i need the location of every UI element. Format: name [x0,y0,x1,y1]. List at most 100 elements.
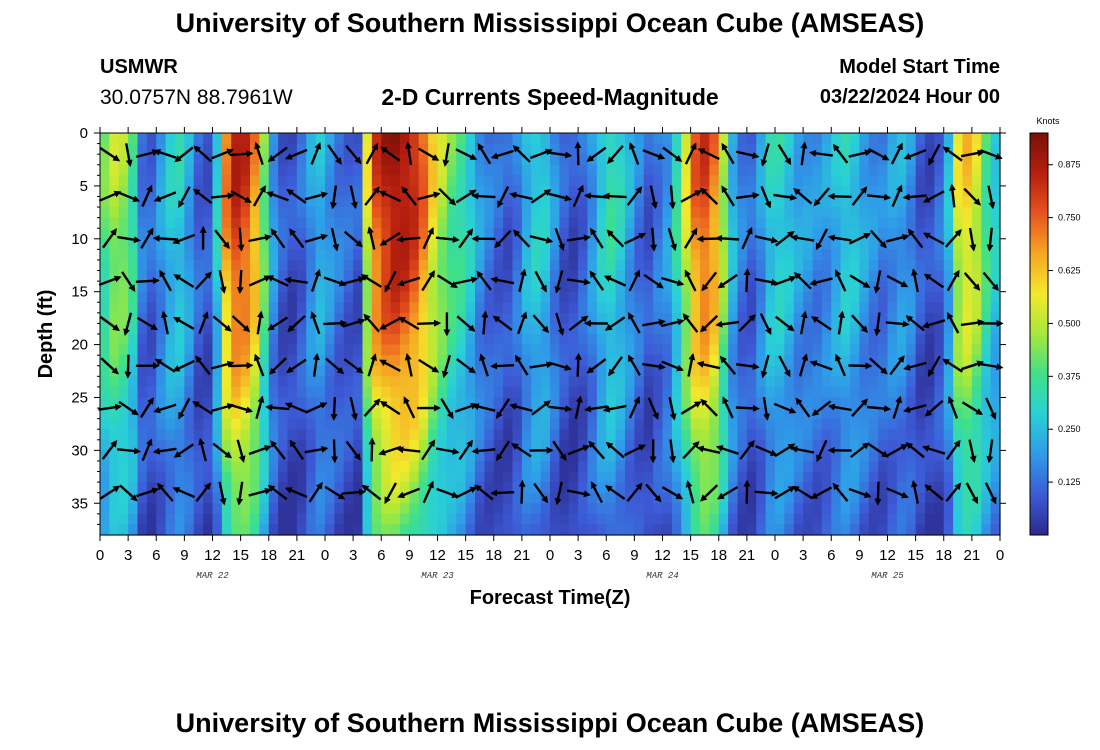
heatmap-cell [681,217,692,229]
heatmap-cell [325,460,335,473]
heatmap-cell [775,185,785,198]
heatmap-cell [840,249,851,261]
heatmap-cell [381,439,392,451]
heatmap-cell [259,450,270,462]
heatmap-cell [925,513,935,526]
heatmap-cell [137,450,148,462]
heatmap-cell [221,217,232,229]
current-vector-arrow [98,403,123,411]
heatmap-cell [587,207,598,219]
current-vector-arrow [942,146,963,162]
heatmap-cell [531,228,542,240]
heatmap-cell [737,154,748,166]
current-vector-arrow [910,479,919,504]
heatmap-cell [203,185,214,198]
heatmap-cell [765,492,776,504]
heatmap-cell [831,376,842,388]
heatmap-cell [643,418,654,430]
heatmap-cell [662,513,673,526]
heatmap-cell [446,344,457,356]
heatmap-cell [896,386,907,399]
heatmap-cell [418,175,429,187]
heatmap-cell [981,164,992,176]
heatmap-cell [315,302,326,314]
heatmap-cell [878,281,889,293]
heatmap-cell [653,270,664,282]
heatmap-cell [925,376,935,388]
heatmap-cell [493,334,504,346]
x-tick-label: 9 [855,547,863,564]
current-vector-arrow [211,148,234,160]
heatmap-cell [953,408,964,420]
heatmap-cell [184,418,195,430]
heatmap-cell [540,408,551,420]
heatmap-cell [128,154,139,166]
current-vector-arrow [669,439,677,464]
heatmap-cell [250,524,260,536]
heatmap-cell [868,133,879,145]
heatmap-cell [437,397,448,409]
current-vector-arrow [960,319,985,327]
heatmap-cell [296,154,307,166]
heatmap-cell [428,460,439,473]
heatmap-cell [690,460,701,473]
current-vector-arrow [236,270,244,295]
heatmap-cell [521,270,532,282]
heatmap-cell [868,429,879,441]
heatmap-cell [878,323,889,335]
heatmap-cell [193,175,204,187]
heatmap-cell [971,471,982,483]
heatmap-cell [868,323,879,335]
current-vector-arrow [849,274,871,288]
heatmap-cell [643,312,654,325]
heatmap-cell [128,175,139,187]
heatmap-cell [437,312,448,325]
current-vector-arrow [874,481,882,506]
heatmap-cell [821,365,832,377]
heatmap-cell [212,408,223,420]
heatmap-cell [859,175,870,187]
heatmap-cell [371,450,382,462]
heatmap-cell [212,217,223,229]
heatmap-cell [456,281,467,293]
heatmap-cell [428,302,439,314]
heatmap-cell [128,482,139,494]
heatmap-cell [362,344,373,356]
heatmap-cell [100,217,110,229]
heatmap-cell [765,344,776,356]
heatmap-cell [671,249,682,261]
heatmap-cell [990,143,1001,155]
heatmap-cell [859,334,870,346]
heatmap-cell [896,418,907,430]
heatmap-cell [812,365,823,377]
heatmap-cell [259,355,270,367]
current-vector-arrow [903,148,927,160]
heatmap-cell [559,439,570,451]
heatmap-cell [925,418,935,430]
heatmap-cell [390,376,401,388]
heatmap-cell [100,185,110,198]
heatmap-cell [878,196,889,208]
heatmap-cell [606,386,617,399]
x-tick-label: 21 [964,547,981,564]
current-vector-arrow [379,400,401,416]
heatmap-cell [746,302,757,314]
heatmap-cell [859,164,870,176]
heatmap-cell [765,164,776,176]
heatmap-cell [934,524,945,536]
heatmap-cell [981,323,992,335]
heatmap-cell [690,175,701,187]
current-vector-arrow [289,228,305,249]
heatmap-cell [400,450,410,462]
heatmap-cell [690,281,701,293]
heatmap-cell [521,259,532,272]
heatmap-cell [268,281,279,293]
heatmap-cell [306,238,317,250]
heatmap-cell [596,524,607,536]
heatmap-cell [390,291,401,303]
heatmap-cell [353,302,364,314]
heatmap-cell [653,376,664,388]
heatmap-cell [578,418,589,430]
heatmap-cell [212,524,223,536]
